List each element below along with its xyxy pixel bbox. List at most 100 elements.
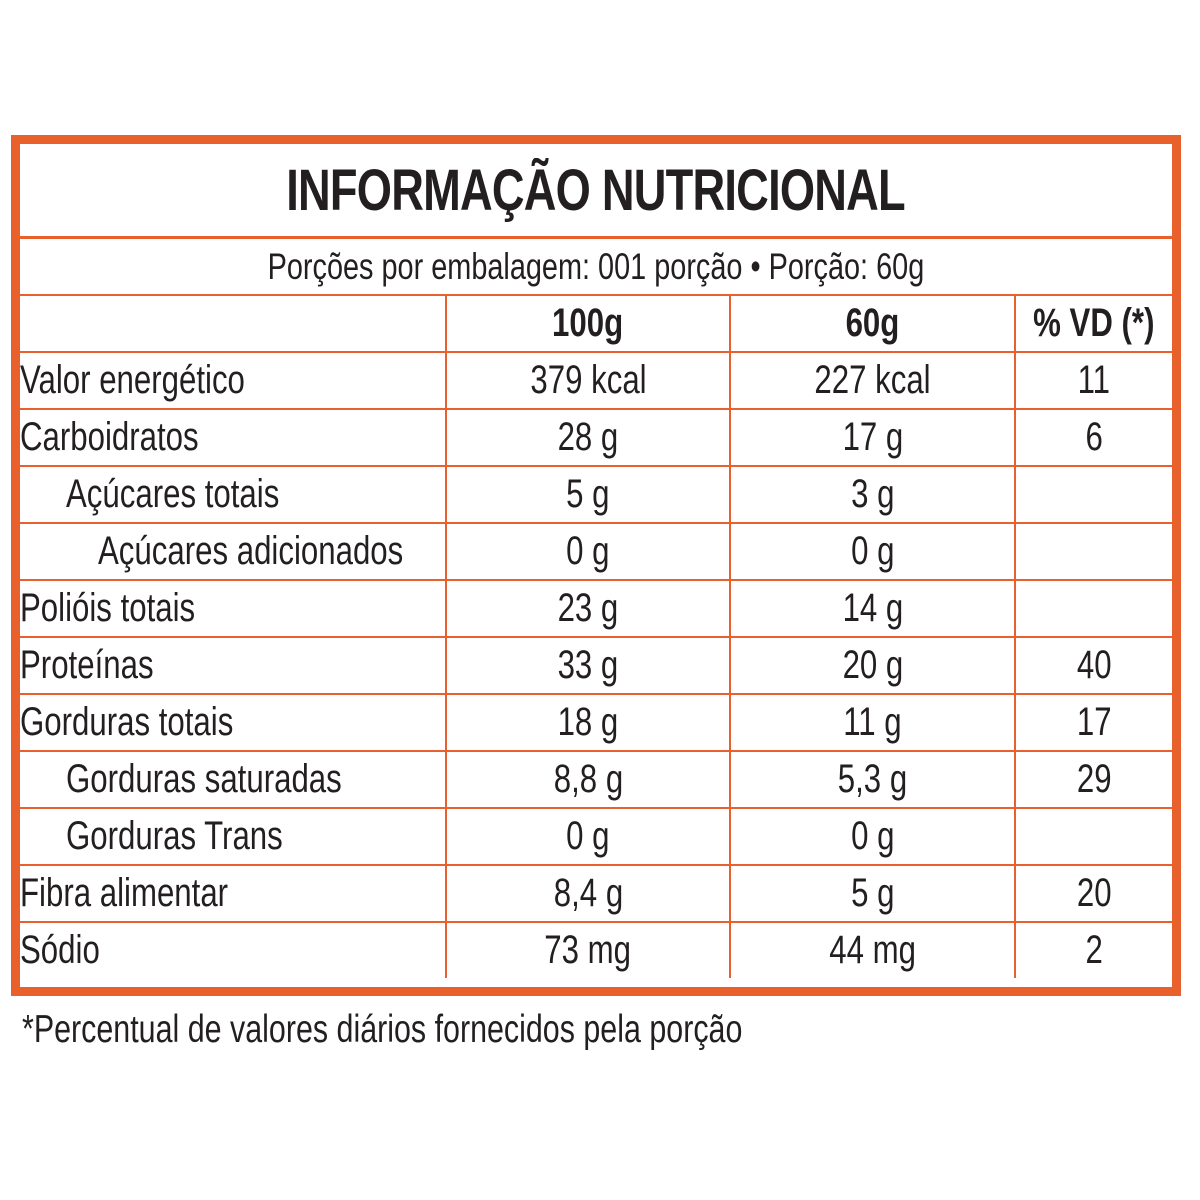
value-60g-cell: 5,3 g bbox=[730, 751, 1016, 809]
value-100g-cell: 73 mg bbox=[446, 922, 731, 978]
nutrient-name: Valor energético bbox=[20, 358, 245, 402]
header-empty-cell bbox=[20, 296, 447, 353]
table-row: Açúcares adicionados 0 g 0 g bbox=[20, 523, 1172, 581]
label-header: INFORMAÇÃO NUTRICIONAL bbox=[20, 144, 1172, 239]
nutrient-name-cell: Sódio bbox=[20, 922, 447, 978]
nutrient-name-cell: Valor energético bbox=[20, 352, 447, 410]
value-60g: 5,3 g bbox=[837, 757, 908, 801]
portion-info-row: Porções por embalagem: 001 porção • Porç… bbox=[20, 239, 1172, 296]
value-60g: 17 g bbox=[842, 415, 903, 459]
nutrition-facts-label: INFORMAÇÃO NUTRICIONAL Porções por embal… bbox=[11, 135, 1181, 996]
value-vd-cell bbox=[1015, 808, 1172, 866]
nutrient-name-cell: Gorduras Trans bbox=[20, 808, 447, 866]
value-vd-cell bbox=[1015, 580, 1172, 638]
nutrient-name: Fibra alimentar bbox=[20, 871, 229, 915]
value-60g: 11 g bbox=[843, 700, 902, 744]
table-row: Valor energético 379 kcal 227 kcal 11 bbox=[20, 352, 1172, 410]
value-60g: 227 kcal bbox=[814, 358, 931, 402]
table-row: Gorduras Trans 0 g 0 g bbox=[20, 808, 1172, 866]
value-60g-cell: 11 g bbox=[730, 694, 1016, 752]
nutrient-name: Açúcares adicionados bbox=[98, 529, 404, 573]
table-row: Açúcares totais 5 g 3 g bbox=[20, 466, 1172, 524]
value-100g-cell: 8,4 g bbox=[446, 865, 731, 923]
value-100g: 18 g bbox=[557, 700, 619, 744]
value-100g-cell: 28 g bbox=[446, 409, 731, 467]
value-60g: 44 mg bbox=[829, 928, 916, 972]
value-100g-cell: 8,8 g bbox=[446, 751, 731, 809]
value-vd: 29 bbox=[1076, 757, 1112, 801]
nutrient-name-cell: Açúcares adicionados bbox=[20, 523, 447, 581]
value-vd-cell: 11 bbox=[1015, 352, 1172, 410]
header-per100-cell: 100g bbox=[446, 296, 731, 353]
table-row: Sódio 73 mg 44 mg 2 bbox=[20, 922, 1172, 978]
nutrient-name-cell: Carboidratos bbox=[20, 409, 447, 467]
value-100g: 0 g bbox=[566, 529, 610, 573]
nutrient-name-cell: Polióis totais bbox=[20, 580, 447, 638]
value-100g-cell: 18 g bbox=[446, 694, 731, 752]
nutrient-name: Polióis totais bbox=[20, 586, 196, 630]
table-row: Polióis totais 23 g 14 g bbox=[20, 580, 1172, 638]
value-100g-cell: 0 g bbox=[446, 523, 731, 581]
value-vd: 2 bbox=[1085, 928, 1103, 972]
value-60g: 14 g bbox=[842, 586, 903, 630]
value-60g-cell: 0 g bbox=[730, 808, 1016, 866]
value-vd: 6 bbox=[1085, 415, 1103, 459]
value-vd-cell: 2 bbox=[1015, 922, 1172, 978]
header-vd-cell: % VD (*) bbox=[1015, 296, 1172, 353]
column-header-60g: 60g bbox=[845, 301, 900, 345]
value-60g-cell: 0 g bbox=[730, 523, 1016, 581]
value-60g: 0 g bbox=[850, 529, 895, 573]
value-100g-cell: 33 g bbox=[446, 637, 731, 695]
value-100g-cell: 379 kcal bbox=[446, 352, 731, 410]
nutrition-table: 100g 60g % VD (*) Valor energético 379 k… bbox=[20, 296, 1172, 978]
table-row: Proteínas 33 g 20 g 40 bbox=[20, 637, 1172, 695]
value-vd-cell bbox=[1015, 523, 1172, 581]
value-vd-cell: 29 bbox=[1015, 751, 1172, 809]
nutrient-name: Proteínas bbox=[20, 643, 154, 687]
value-vd: 17 bbox=[1076, 700, 1112, 744]
value-100g: 379 kcal bbox=[529, 358, 647, 402]
column-header-100g: 100g bbox=[552, 301, 624, 345]
value-100g-cell: 0 g bbox=[446, 808, 731, 866]
value-60g-cell: 3 g bbox=[730, 466, 1016, 524]
table-row: Fibra alimentar 8,4 g 5 g 20 bbox=[20, 865, 1172, 923]
value-100g: 23 g bbox=[557, 586, 619, 630]
daily-value-footnote: *Percentual de valores diários fornecido… bbox=[22, 1008, 743, 1051]
header-per60-cell: 60g bbox=[730, 296, 1016, 353]
value-vd-cell: 6 bbox=[1015, 409, 1172, 467]
nutrient-name: Carboidratos bbox=[20, 415, 199, 459]
nutrient-name-cell: Açúcares totais bbox=[20, 466, 447, 524]
value-60g-cell: 5 g bbox=[730, 865, 1016, 923]
value-vd-cell: 20 bbox=[1015, 865, 1172, 923]
value-60g: 5 g bbox=[850, 871, 895, 915]
table-row: Gorduras totais 18 g 11 g 17 bbox=[20, 694, 1172, 752]
value-vd: 40 bbox=[1076, 643, 1112, 687]
value-60g-cell: 227 kcal bbox=[730, 352, 1016, 410]
value-100g: 0 g bbox=[566, 814, 610, 858]
value-vd-cell: 40 bbox=[1015, 637, 1172, 695]
value-60g-cell: 44 mg bbox=[730, 922, 1016, 978]
value-100g-cell: 23 g bbox=[446, 580, 731, 638]
value-100g: 73 mg bbox=[544, 928, 632, 972]
value-vd-cell bbox=[1015, 466, 1172, 524]
nutrient-name: Gorduras totais bbox=[20, 700, 234, 744]
nutrient-name: Gorduras Trans bbox=[66, 814, 283, 858]
value-60g: 0 g bbox=[850, 814, 895, 858]
nutrient-name-cell: Proteínas bbox=[20, 637, 447, 695]
nutrient-name: Açúcares totais bbox=[66, 472, 280, 516]
column-header-vd: % VD (*) bbox=[1033, 301, 1155, 345]
value-100g: 33 g bbox=[557, 643, 619, 687]
nutrient-name: Sódio bbox=[20, 928, 100, 972]
value-60g-cell: 17 g bbox=[730, 409, 1016, 467]
value-100g: 8,8 g bbox=[553, 757, 623, 801]
label-title: INFORMAÇÃO NUTRICIONAL bbox=[286, 157, 906, 223]
value-60g: 3 g bbox=[850, 472, 895, 516]
value-60g-cell: 20 g bbox=[730, 637, 1016, 695]
value-vd: 11 bbox=[1077, 358, 1111, 402]
value-100g: 8,4 g bbox=[553, 871, 623, 915]
nutrient-name-cell: Gorduras saturadas bbox=[20, 751, 447, 809]
nutrient-name-cell: Fibra alimentar bbox=[20, 865, 447, 923]
value-100g-cell: 5 g bbox=[446, 466, 731, 524]
table-row: Gorduras saturadas 8,8 g 5,3 g 29 bbox=[20, 751, 1172, 809]
value-60g-cell: 14 g bbox=[730, 580, 1016, 638]
